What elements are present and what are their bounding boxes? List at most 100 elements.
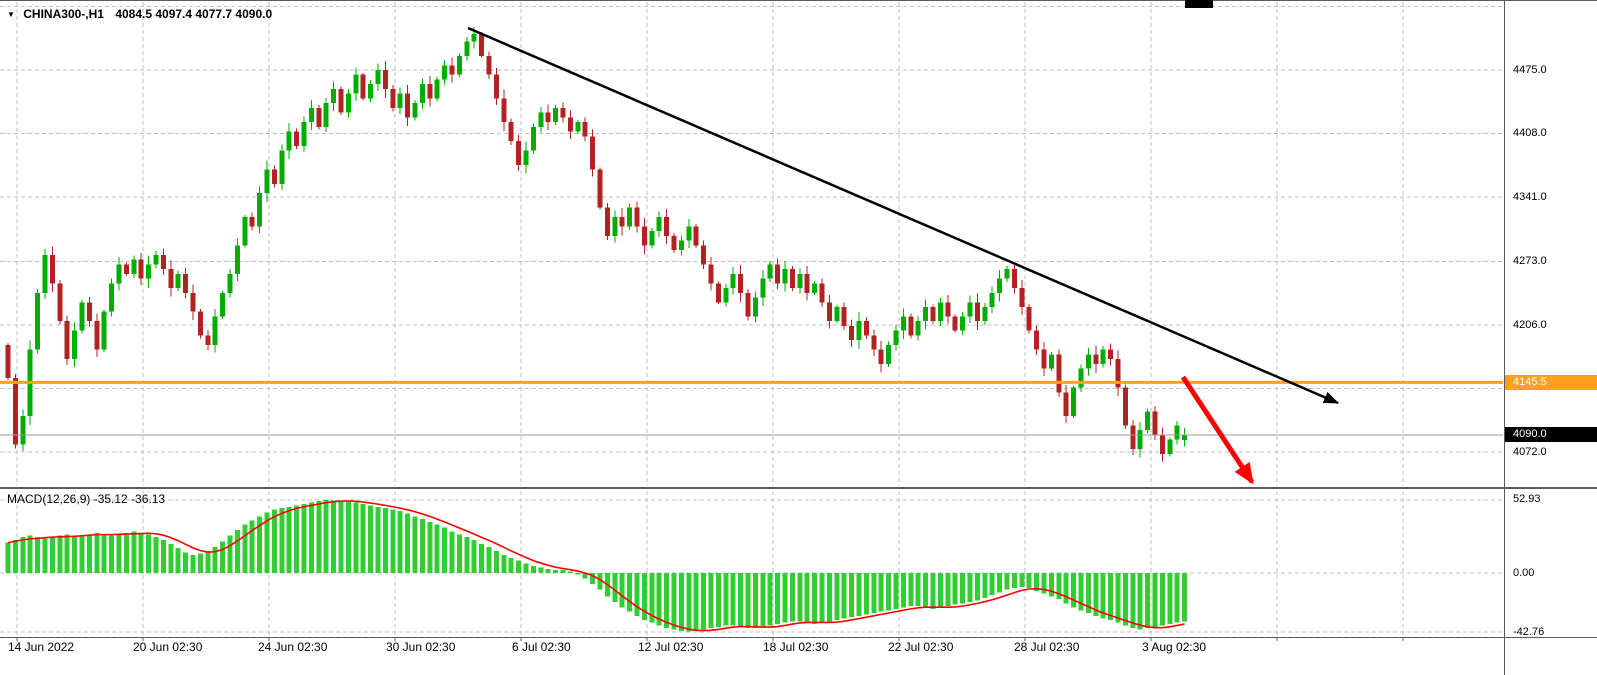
candle-up [923,299,929,329]
macd-bar [116,534,122,573]
macd-bar [560,570,566,573]
candle-down [1026,304,1032,334]
symbol-dropdown-icon[interactable]: ▼ [7,10,15,19]
candle-up [220,290,226,319]
candle-down [1115,350,1121,397]
candle-up [242,215,248,248]
candle-down [908,313,914,339]
macd-bar [1034,573,1040,591]
macd-bar [153,537,159,573]
candle-down [360,72,366,101]
candle-up [20,409,26,452]
time-axis[interactable]: 14 Jun 2022 20 Jun 02:30 24 Jun 02:30 30 Ju… [0,640,1505,675]
macd-bar [886,573,892,611]
macd-bar [649,573,655,623]
candle-down [930,304,936,324]
candle-down [745,288,751,321]
candle-up [146,255,152,288]
macd-bar [331,500,337,573]
candle-down [1122,384,1128,429]
candle-down [160,248,166,276]
macd-bar [323,499,329,573]
candle-up [35,288,41,354]
macd-bar [863,573,869,615]
chart-shift-marker[interactable] [1185,0,1213,8]
chart-symbol-header: ▼ CHINA300-,H1 4084.5 4097.4 4077.7 4090… [7,7,272,21]
macd-bar [294,505,300,573]
candle-up [101,309,107,353]
macd-bar [997,573,1003,593]
candle-up [353,67,359,101]
candle-up [345,88,351,118]
candle-up [997,270,1003,302]
current-price-badge: 4090.0 [1505,427,1597,443]
candle-up [856,312,862,350]
macd-bar [634,573,640,616]
candle-down [493,68,499,106]
macd-bar [708,573,714,629]
candle-down [693,224,699,248]
time-tick-label: 24 Jun 02:30 [258,640,328,654]
candle-up [397,87,403,115]
candle-down [64,315,70,365]
grid [0,2,1503,636]
macd-bar [841,573,847,619]
macd-bar [945,573,951,607]
candle-down [701,240,707,270]
macd-bar [960,573,966,604]
downtrend-arrow-line[interactable] [467,26,1339,405]
macd-bar [989,573,995,596]
candle-up [79,299,85,334]
macd-bar [397,510,403,573]
candle-down [1063,385,1069,424]
macd-bar [819,573,825,623]
macd-bar [619,573,625,608]
macd-bar [715,573,721,627]
candle-down [12,373,18,449]
candle-up [153,251,159,269]
macd-bar [316,501,322,573]
candle-down [708,257,714,291]
macd-bar [826,573,832,622]
price-axis[interactable]: 4475.0 4408.0 4341.0 4273.0 4206.0 4072.0 52.9… [1505,0,1597,675]
macd-bar [1085,573,1091,614]
symbol-ohlc-values: 4084.5 4097.4 4077.7 4090.0 [115,7,273,21]
candle-up [656,211,662,237]
candle-down [271,165,277,188]
macd-bar [94,532,100,573]
sell-pressure-arrow[interactable] [1180,375,1255,485]
candle-down [316,105,322,130]
candle-down [619,207,625,236]
macd-bar [878,573,884,612]
macd-bar [183,552,189,573]
candle-up [1085,347,1091,376]
macd-bar [782,573,788,623]
candle-down [1034,325,1040,355]
macd-bar [5,542,11,573]
macd-bar [849,573,855,618]
macd-bar [797,573,803,622]
time-tick-label: 14 Jun 2022 [8,640,75,654]
macd-bar [123,532,129,573]
price-tick-label: 4206.0 [1513,318,1547,331]
candle-down [1011,263,1017,294]
candle-up [234,238,240,281]
macd-bar [1137,573,1143,630]
macd-bar [516,560,522,573]
macd-bar [271,509,277,573]
candle-up [301,116,307,152]
macd-bar [693,573,699,631]
macd-bar [745,573,751,629]
macd-bar [523,563,529,573]
macd-bar [567,571,573,573]
candle-up [886,341,892,368]
macd-bar [160,539,166,573]
macd-bar [656,573,662,626]
candle-down [449,57,455,83]
macd-bar [175,548,181,573]
candle-up [331,81,337,111]
candle-up [1004,265,1010,282]
candle-down [604,203,610,241]
candle-up [967,295,973,324]
